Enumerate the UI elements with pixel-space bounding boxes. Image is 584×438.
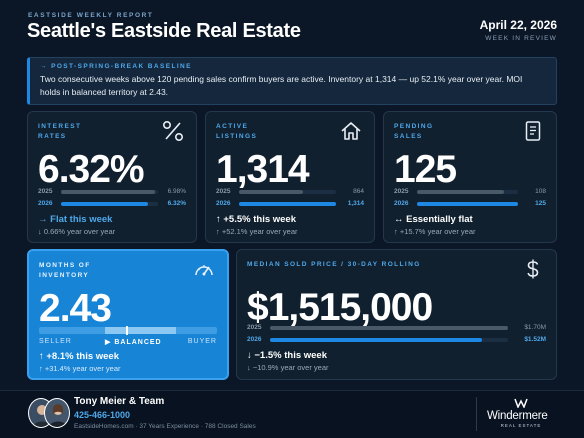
median-sold-price-card: MEDIAN SOLD PRICE / 30-DAY ROLLING $1,51… (236, 249, 557, 380)
active-listings-card: ACTIVE LISTINGS 1,314 2025 864 2026 1,31… (205, 111, 375, 243)
gauge-icon (195, 265, 213, 276)
summary-banner: → POST-SPRING-BREAK BASELINE Two consecu… (27, 57, 557, 105)
bar-fill (61, 202, 149, 206)
bar-fill (270, 326, 508, 330)
bar-value: 6.98% (167, 188, 186, 195)
interest-rates-card: INTEREST RATES 6.32% 2025 6.98% 2026 6.3… (27, 111, 197, 243)
agent-phone[interactable]: 425-466-1000 (74, 410, 131, 420)
seller-label: SELLER (39, 338, 72, 345)
months-of-inventory-card: MONTHS OF INVENTORY 2.43 SELLER ▶ BALANC… (27, 249, 229, 380)
agent-footer: Tony Meier & Team 425-466-1000 EastsideH… (0, 390, 584, 438)
bar-year: 2026 (38, 200, 53, 207)
bar-fill (270, 338, 482, 342)
agent-name: Tony Meier & Team (74, 396, 165, 407)
bar-value: 6.32% (167, 200, 186, 207)
bar-track (239, 190, 336, 194)
bar-track (239, 202, 336, 206)
yoy-change: ↓ 0.66% year over year (38, 227, 116, 236)
bar-value: $1.52M (524, 336, 546, 343)
card-label: MEDIAN SOLD PRICE / 30-DAY ROLLING (247, 261, 421, 268)
metric-value: 6.32% (38, 148, 145, 191)
comparison-bar-cur: 2026 125 (394, 200, 546, 208)
bar-value: 864 (353, 188, 364, 195)
weekly-change: ↓ −1.5% this week (247, 350, 327, 361)
balanced-label: ▶ BALANCED (105, 339, 162, 346)
comparison-bar-prev: 2025 $1.70M (247, 324, 546, 332)
bar-track (61, 190, 158, 194)
report-date: April 22, 2026 (479, 18, 557, 32)
comparison-bar-prev: 2025 864 (216, 188, 364, 196)
document-icon (525, 121, 541, 141)
page-title: Seattle's Eastside Real Estate (27, 20, 301, 42)
bar-value: $1.70M (524, 324, 546, 331)
bar-value: 1,314 (347, 200, 364, 207)
avatar (44, 398, 70, 428)
buyer-label: BUYER (187, 338, 217, 345)
yoy-change: ↑ +31.4% year over year (39, 364, 121, 373)
comparison-bar-prev: 2025 108 (394, 188, 546, 196)
bar-value: 108 (535, 188, 546, 195)
card-label: MONTHS OF INVENTORY (39, 262, 91, 279)
bar-value: 125 (535, 200, 546, 207)
comparison-bar-cur: 2026 1,314 (216, 200, 364, 208)
weekly-change: ↑ +8.1% this week (39, 351, 119, 362)
banner-text: Two consecutive weeks above 120 pending … (40, 74, 523, 97)
report-kicker: EASTSIDE WEEKLY REPORT (28, 12, 154, 19)
brand-logo: Windermere REAL ESTATE (476, 397, 556, 431)
card-label: PENDING SALES (394, 123, 434, 140)
dollar-icon (527, 259, 539, 279)
bar-fill (239, 202, 336, 206)
bar-year: 2025 (216, 188, 231, 195)
bar-year: 2025 (394, 188, 409, 195)
market-balance-scale (39, 326, 217, 335)
bar-year: 2025 (247, 324, 262, 331)
weekly-change: → Flat this week (38, 214, 113, 225)
weekly-change: ↔ Essentially flat (394, 214, 473, 225)
weekly-change: ↑ +5.5% this week (216, 214, 296, 225)
bar-year: 2026 (394, 200, 409, 207)
bar-fill (239, 190, 304, 194)
bar-year: 2026 (216, 200, 231, 207)
bar-track (417, 202, 518, 206)
bar-fill (61, 190, 156, 194)
balance-marker (126, 326, 129, 335)
bar-track (417, 190, 518, 194)
windermere-w-icon (514, 398, 528, 408)
report-header: EASTSIDE WEEKLY REPORT Seattle's Eastsid… (0, 0, 584, 52)
pending-sales-card: PENDING SALES 125 2025 108 2026 125 ↔ Es… (383, 111, 557, 243)
bar-year: 2026 (247, 336, 262, 343)
bar-fill (417, 190, 504, 194)
bar-fill (417, 202, 518, 206)
house-icon (341, 122, 361, 140)
metric-value: 2.43 (39, 287, 112, 330)
percent-icon (162, 120, 184, 142)
yoy-change: ↑ +52.1% year over year (216, 227, 298, 236)
comparison-bar-cur: 2026 6.32% (38, 200, 186, 208)
bar-track (270, 338, 508, 342)
report-subtitle: WEEK IN REVIEW (485, 35, 557, 42)
banner-kicker: → POST-SPRING-BREAK BASELINE (40, 63, 192, 70)
metric-value: 125 (394, 148, 457, 191)
metric-value: 1,314 (216, 148, 310, 191)
card-label: INTEREST RATES (38, 123, 82, 140)
balanced-zone (104, 327, 177, 334)
yoy-change: ↓ −10.9% year over year (247, 363, 329, 372)
metric-value: $1,515,000 (247, 286, 433, 329)
agent-meta: EastsideHomes.com · 37 Years Experience … (74, 423, 256, 430)
comparison-bar-cur: 2026 $1.52M (247, 336, 546, 344)
market-balance-labels: SELLER ▶ BALANCED BUYER (39, 338, 217, 348)
card-label: ACTIVE LISTINGS (216, 123, 258, 140)
brand-subtitle: REAL ESTATE (500, 423, 542, 428)
yoy-change: ↑ +15.7% year over year (394, 227, 476, 236)
brand-name: Windermere (487, 410, 548, 422)
bar-year: 2025 (38, 188, 53, 195)
comparison-bar-prev: 2025 6.98% (38, 188, 186, 196)
bar-track (61, 202, 158, 206)
bar-track (270, 326, 508, 330)
